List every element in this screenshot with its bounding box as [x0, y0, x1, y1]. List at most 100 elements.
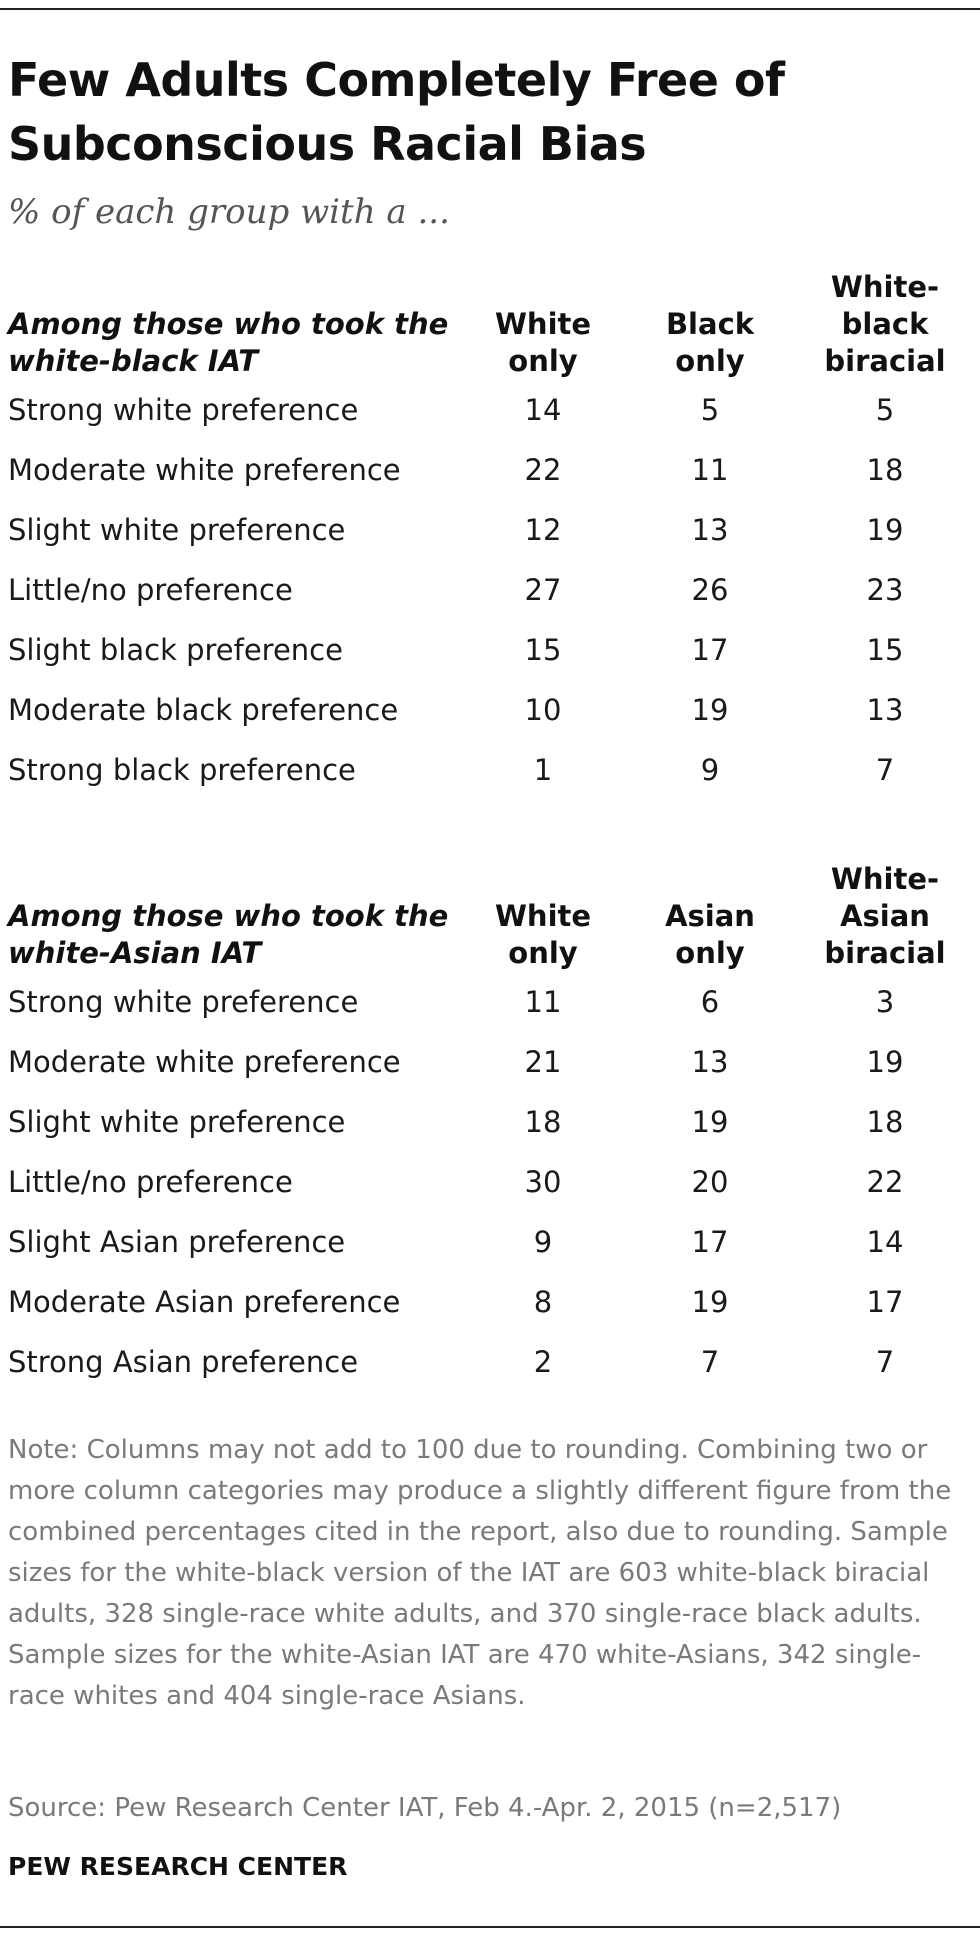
table-row: Moderate white preference 21 13 19 [0, 1032, 980, 1092]
cell-value: 7 [875, 1345, 895, 1379]
cell-value: 15 [866, 633, 904, 667]
column-header-line: White [494, 899, 592, 933]
cell-value: 13 [866, 693, 904, 727]
table-header: Among those who took the white-Asian IAT… [0, 860, 980, 972]
bottom-rule [0, 1926, 980, 1928]
row-label: Moderate Asian preference [8, 1285, 401, 1319]
row-label: Little/no preference [8, 1165, 293, 1199]
cell-value: 26 [691, 573, 729, 607]
table-row: Strong white preference 14 5 5 [0, 380, 980, 440]
table-row: Moderate black preference 10 19 13 [0, 680, 980, 740]
cell-value: 18 [524, 1105, 562, 1139]
cell-value: 12 [524, 513, 562, 547]
cell-value: 19 [691, 1105, 729, 1139]
column-header: White only [458, 306, 628, 380]
section-title: Among those who took the white-Asian IAT [8, 899, 449, 970]
row-label: Slight white preference [8, 513, 346, 547]
column-header-line: Asian [665, 899, 755, 933]
cell-value: 13 [691, 1045, 729, 1079]
cell-value: 27 [524, 573, 562, 607]
table-white-black: Among those who took the white-black IAT… [0, 268, 980, 800]
source-line: Source: Pew Research Center IAT, Feb 4.-… [8, 1793, 842, 1823]
cell-value: 17 [691, 1225, 729, 1259]
table-row: Little/no preference 27 26 23 [0, 560, 980, 620]
row-label: Moderate white preference [8, 1045, 401, 1079]
cell-value: 6 [700, 985, 720, 1019]
cell-value: 20 [691, 1165, 729, 1199]
chart-subtitle: % of each group with a ... [8, 192, 450, 232]
row-label: Moderate black preference [8, 693, 399, 727]
cell-value: 9 [533, 1225, 553, 1259]
cell-value: 8 [533, 1285, 553, 1319]
table-white-asian: Among those who took the white-Asian IAT… [0, 860, 980, 1392]
cell-value: 17 [691, 633, 729, 667]
cell-value: 14 [524, 393, 562, 427]
column-header: White only [458, 898, 628, 972]
column-header-line: only [675, 936, 745, 970]
cell-value: 19 [866, 513, 904, 547]
footnote: Note: Columns may not add to 100 due to … [8, 1435, 952, 1711]
cell-value: 18 [866, 453, 904, 487]
cell-value: 10 [524, 693, 562, 727]
cell-value: 30 [524, 1165, 562, 1199]
row-label: Strong white preference [8, 985, 359, 1019]
cell-value: 23 [866, 573, 904, 607]
row-label: Slight black preference [8, 633, 343, 667]
cell-value: 5 [700, 393, 720, 427]
table-row: Slight Asian preference 9 17 14 [0, 1212, 980, 1272]
table-header: Among those who took the white-black IAT… [0, 268, 980, 380]
cell-value: 7 [700, 1345, 720, 1379]
table-row: Little/no preference 30 20 22 [0, 1152, 980, 1212]
column-header-line: biracial [824, 344, 946, 378]
row-label: Slight Asian preference [8, 1225, 346, 1259]
cell-value: 3 [875, 985, 895, 1019]
table-row: Slight white preference 12 13 19 [0, 500, 980, 560]
cell-value: 15 [524, 633, 562, 667]
cell-value: 11 [524, 985, 562, 1019]
column-header: Asian only [625, 898, 795, 972]
column-header-line: White- [830, 862, 940, 896]
table-row: Strong white preference 11 6 3 [0, 972, 980, 1032]
section-title: Among those who took the white-black IAT [8, 307, 449, 378]
cell-value: 5 [875, 393, 895, 427]
cell-value: 19 [866, 1045, 904, 1079]
column-header: White- Asian biracial [800, 861, 970, 972]
cell-value: 17 [866, 1285, 904, 1319]
table-row: Moderate white preference 22 11 18 [0, 440, 980, 500]
row-label: Strong white preference [8, 393, 359, 427]
cell-value: 11 [691, 453, 729, 487]
chart-title: Few Adults Completely Free of Subconscio… [8, 53, 785, 171]
column-header: White- black biracial [800, 269, 970, 380]
column-header-line: only [508, 936, 578, 970]
column-header-line: White- [830, 270, 940, 304]
column-header-line: Black [665, 307, 755, 341]
cell-value: 22 [866, 1165, 904, 1199]
row-label: Strong Asian preference [8, 1345, 359, 1379]
cell-value: 2 [533, 1345, 553, 1379]
row-label: Slight white preference [8, 1105, 346, 1139]
cell-value: 14 [866, 1225, 904, 1259]
table-row: Slight white preference 18 19 18 [0, 1092, 980, 1152]
column-header-line: black [841, 307, 929, 341]
cell-value: 22 [524, 453, 562, 487]
row-label: Strong black preference [8, 753, 356, 787]
cell-value: 18 [866, 1105, 904, 1139]
org-credit: PEW RESEARCH CENTER [8, 1852, 348, 1881]
row-label: Moderate white preference [8, 453, 401, 487]
table-row: Strong Asian preference 2 7 7 [0, 1332, 980, 1392]
top-rule [0, 8, 980, 10]
column-header: Black only [625, 306, 795, 380]
cell-value: 1 [533, 753, 553, 787]
cell-value: 19 [691, 693, 729, 727]
column-header-line: Asian [840, 899, 930, 933]
table-row: Slight black preference 15 17 15 [0, 620, 980, 680]
table-row: Strong black preference 1 9 7 [0, 740, 980, 800]
column-header-line: biracial [824, 936, 946, 970]
column-header-line: only [508, 344, 578, 378]
cell-value: 21 [524, 1045, 562, 1079]
cell-value: 13 [691, 513, 729, 547]
column-header-line: only [675, 344, 745, 378]
column-header-line: White [494, 307, 592, 341]
row-label: Little/no preference [8, 573, 293, 607]
cell-value: 9 [700, 753, 720, 787]
